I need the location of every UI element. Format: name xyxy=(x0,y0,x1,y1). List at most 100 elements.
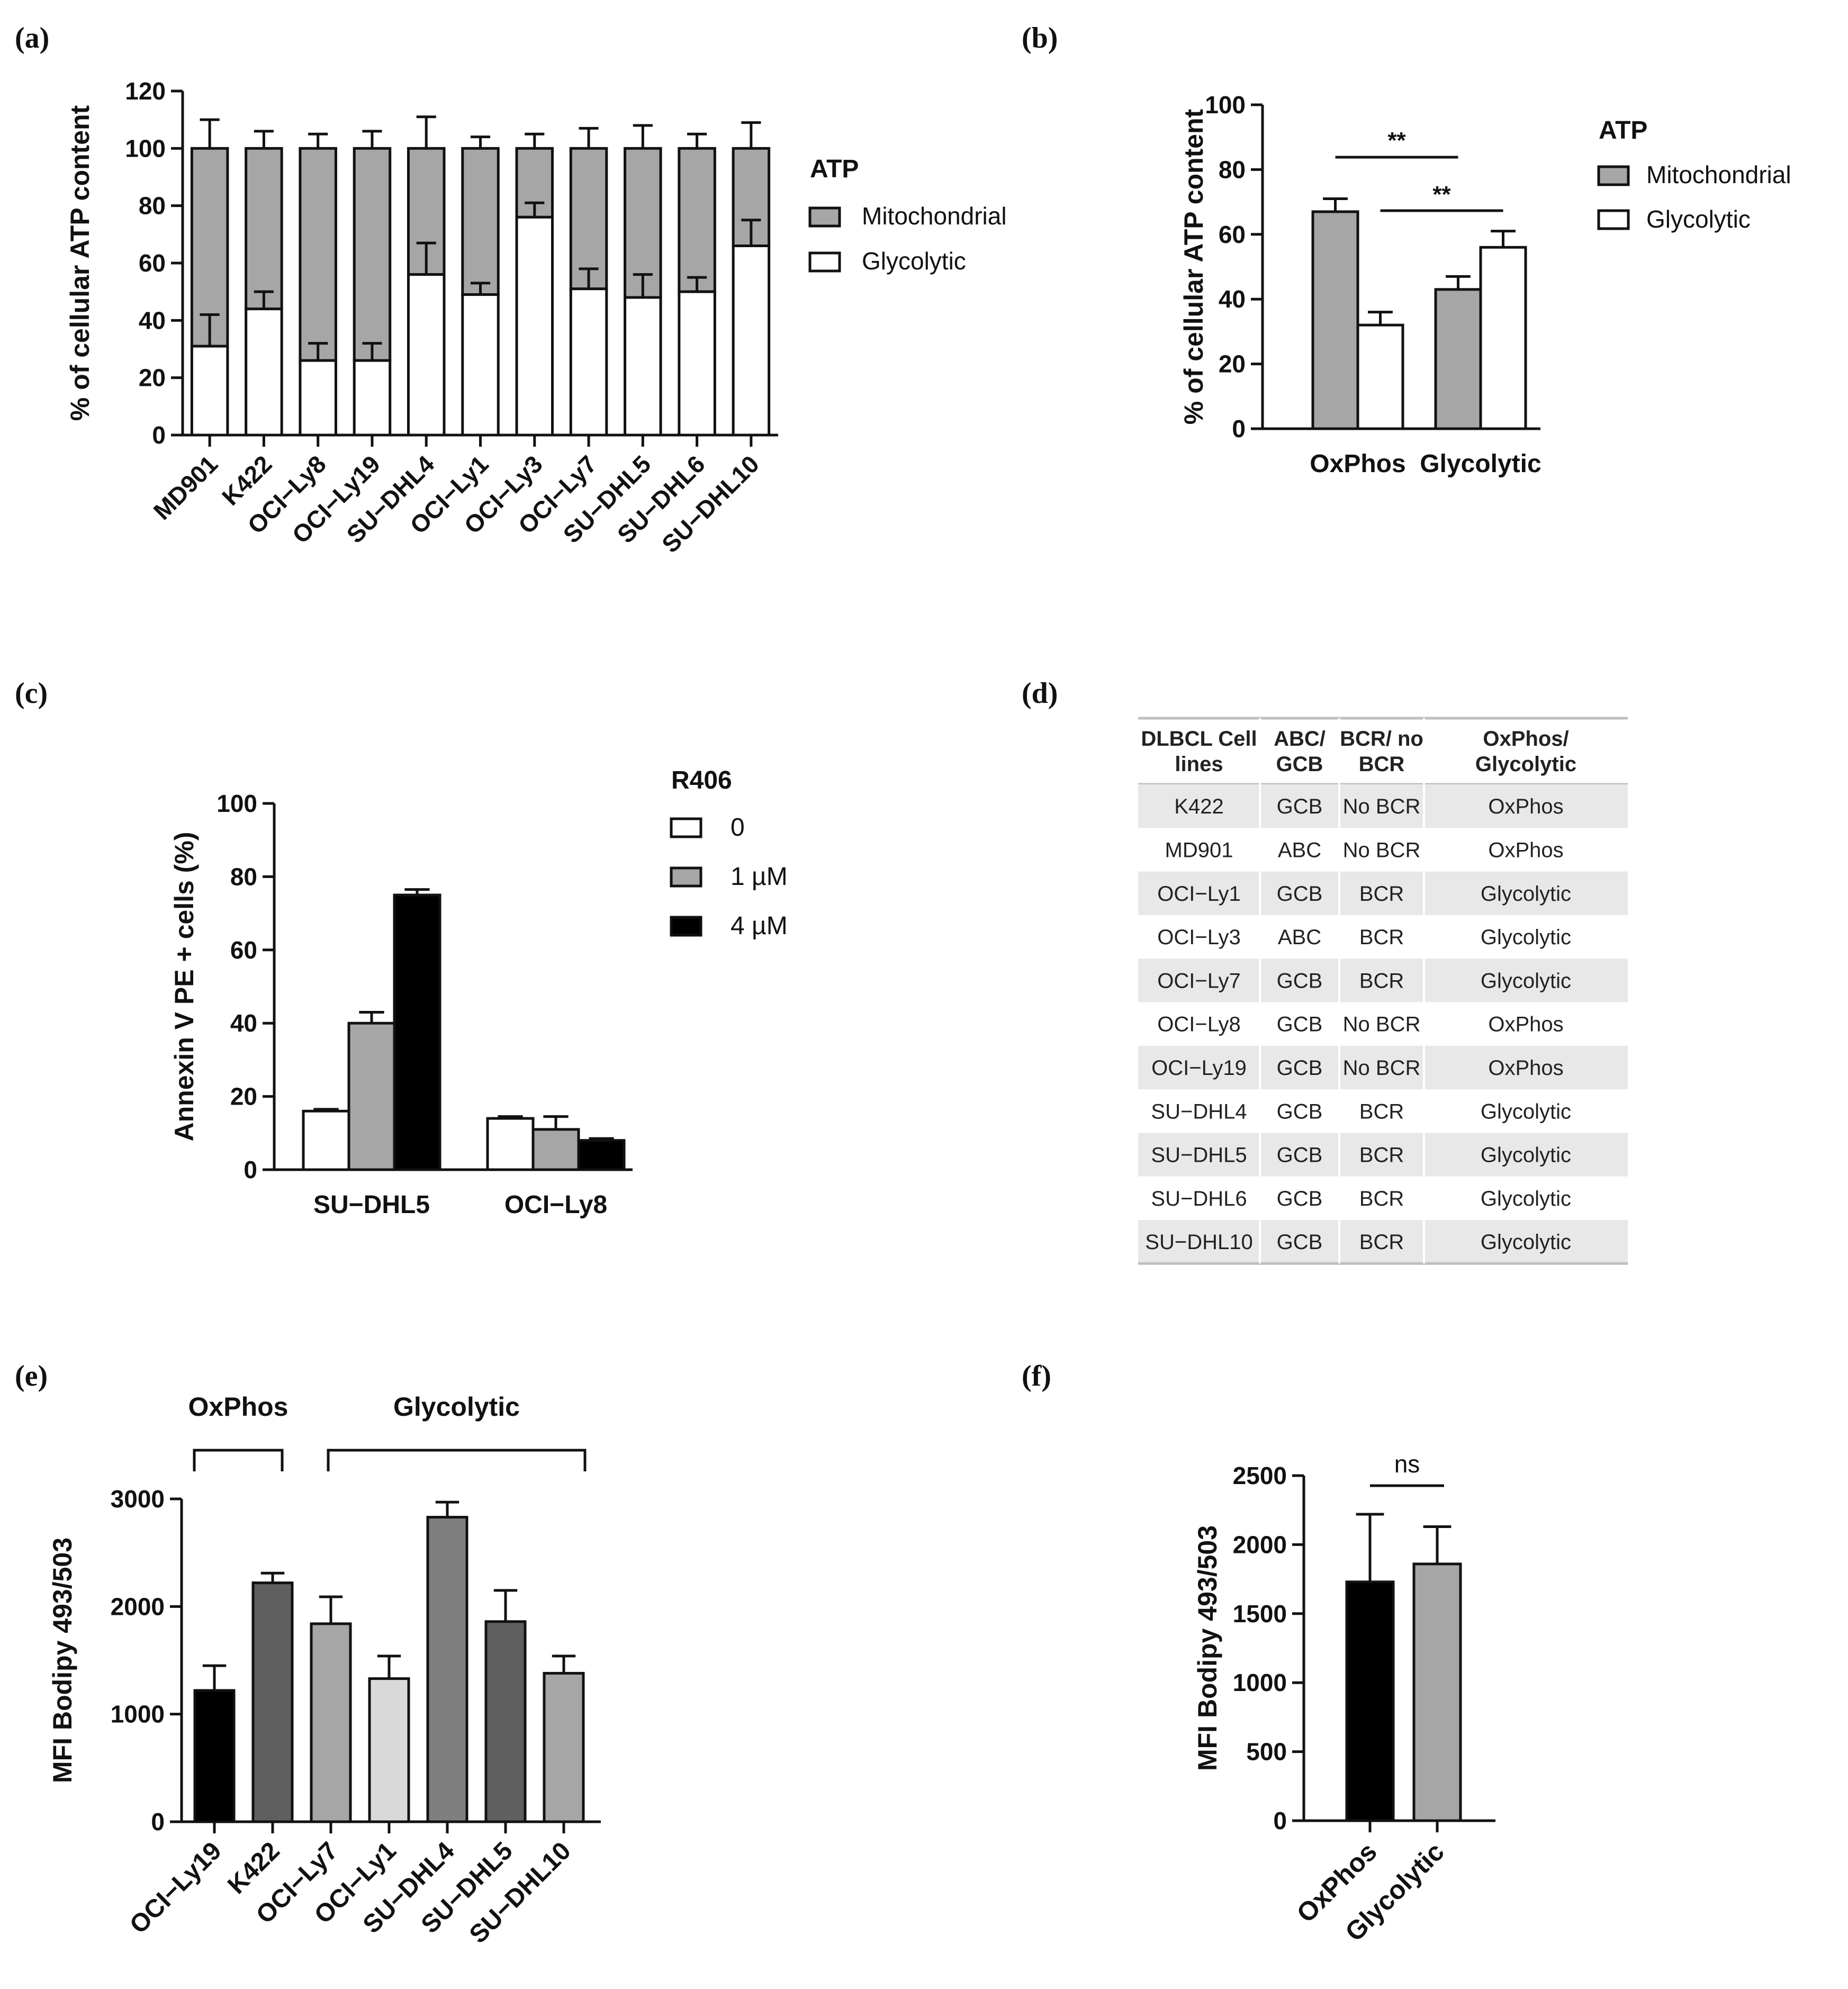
bar-mitochondrial xyxy=(1311,210,1359,430)
bar xyxy=(426,1516,468,1823)
legend-label: Glycolytic xyxy=(1646,205,1751,233)
y-tick-label: 0 xyxy=(1232,415,1246,442)
y-tick-label: 60 xyxy=(1219,221,1246,248)
y-tick-label: 80 xyxy=(230,863,257,890)
table-cell: Glycolytic xyxy=(1481,1187,1571,1210)
y-tick-label: 2000 xyxy=(1233,1531,1287,1558)
panel-label-f: (f) xyxy=(1022,1360,1051,1393)
y-tick-label: 120 xyxy=(125,77,166,105)
bar xyxy=(310,1622,352,1823)
bar xyxy=(193,1689,236,1823)
legend-swatch-mitochondrial xyxy=(808,206,841,228)
table-cell: GCB xyxy=(1277,795,1323,818)
legend-label: Mitochondrial xyxy=(1646,161,1791,188)
panel-label-e: (e) xyxy=(15,1360,48,1393)
bar xyxy=(1345,1580,1395,1822)
table-cell: GCB xyxy=(1277,1187,1323,1210)
y-tick-label: 0 xyxy=(244,1156,257,1183)
panel-label-c: (c) xyxy=(15,677,48,710)
panel-label-d: (d) xyxy=(1022,677,1058,710)
table-header: DLBCL Cell lines xyxy=(1141,727,1257,776)
table-cell: No BCR xyxy=(1343,1013,1421,1036)
bar-glycolytic xyxy=(569,287,608,437)
bar xyxy=(1412,1562,1462,1822)
y-tick-label: 2000 xyxy=(111,1593,165,1620)
legend-swatch-r406-0 xyxy=(670,817,702,838)
table-cell: ABC xyxy=(1278,838,1321,862)
y-tick-label: 20 xyxy=(139,364,166,392)
bar-glycolytic xyxy=(245,308,283,437)
table-row-stripe xyxy=(1138,871,1628,915)
table-cell: GCB xyxy=(1277,1100,1323,1123)
table-cell: ABC xyxy=(1278,926,1321,949)
bar xyxy=(368,1677,410,1823)
table-cell: GCB xyxy=(1277,1144,1323,1167)
table-cell: SU−DHL10 xyxy=(1145,1231,1252,1254)
bar-r406-1 xyxy=(347,1021,396,1171)
y-tick-label: 1000 xyxy=(1233,1669,1287,1696)
table-cell: OxPhos xyxy=(1488,1056,1563,1080)
legend-label: Mitochondrial xyxy=(862,202,1007,230)
table-cell: Glycolytic xyxy=(1481,926,1571,949)
x-tick-label: Glycolytic xyxy=(1420,450,1541,478)
legend-title: R406 xyxy=(671,766,732,794)
table-cell: BCR xyxy=(1359,882,1404,906)
y-tick-label: 1500 xyxy=(1233,1600,1287,1628)
x-tick-label: OCI−Ly19 xyxy=(124,1837,227,1939)
y-tick-label: 500 xyxy=(1246,1738,1287,1766)
chart-atp-by-metabolic-group: 0 20 40 60 80 100% of cellular ATP content OxP… xyxy=(1179,91,1791,478)
table-header: ABC/GCB xyxy=(1274,727,1326,776)
y-tick-label: 1000 xyxy=(111,1701,165,1728)
table-cell: OxPhos xyxy=(1488,838,1563,862)
table-cell: Glycolytic xyxy=(1481,1100,1571,1123)
table-cell: GCB xyxy=(1277,1013,1323,1036)
table-cell: OCI−Ly19 xyxy=(1151,1056,1247,1080)
y-tick-label: 100 xyxy=(1205,91,1246,119)
table-cell: Glycolytic xyxy=(1481,882,1571,906)
table-cell: OxPhos xyxy=(1488,1013,1563,1036)
bar-glycolytic xyxy=(353,359,392,437)
y-tick-label: 3000 xyxy=(111,1485,165,1513)
y-tick-label: 40 xyxy=(230,1009,257,1037)
x-tick-label: OCI−Ly8 xyxy=(504,1191,607,1219)
table-cell: No BCR xyxy=(1343,838,1421,862)
table-row-stripe xyxy=(1138,1133,1628,1177)
table-row-stripe xyxy=(1138,959,1628,1002)
legend-title: ATP xyxy=(810,155,859,183)
table-cell: GCB xyxy=(1277,1231,1323,1254)
group-label: OxPhos xyxy=(188,1392,289,1422)
y-tick-label: 60 xyxy=(230,936,257,964)
table-cell: BCR xyxy=(1359,926,1404,949)
y-tick-label: 100 xyxy=(217,790,257,817)
y-tick-label: 0 xyxy=(151,1808,165,1836)
bar-mitochondrial xyxy=(353,147,392,362)
legend-swatch-glycolytic xyxy=(808,251,841,273)
bar-mitochondrial xyxy=(245,147,283,311)
bar-glycolytic xyxy=(1356,323,1404,430)
y-tick-label: 60 xyxy=(139,249,166,277)
chart-atp-by-cell-line: 0 20 40 60 80 100 120 % of cellular ATP content… xyxy=(65,77,1007,558)
panel-label-a: (a) xyxy=(15,22,49,55)
y-tick-label: 0 xyxy=(1273,1807,1287,1834)
table-cell: SU−DHL4 xyxy=(1151,1100,1247,1123)
table-cell: OCI−Ly8 xyxy=(1157,1013,1240,1036)
table-row-stripe xyxy=(1138,1045,1628,1090)
table-cell: OxPhos xyxy=(1488,795,1563,818)
table-cell: BCR xyxy=(1359,1144,1404,1167)
significance-label: ns xyxy=(1394,1450,1420,1478)
legend-title: ATP xyxy=(1599,116,1647,144)
table-cell: GCB xyxy=(1277,969,1323,992)
group-bracket xyxy=(193,1449,284,1471)
table-cell: Glycolytic xyxy=(1481,969,1571,992)
x-tick-label: OxPhos xyxy=(1310,450,1405,478)
table-cell: No BCR xyxy=(1343,795,1421,818)
bar-r406-0 xyxy=(302,1109,350,1171)
table-header: OxPhos/Glycolytic xyxy=(1475,727,1576,776)
y-axis-label: MFI Bodipy 493/503 xyxy=(48,1538,77,1783)
bar-glycolytic xyxy=(299,359,337,437)
table-cell: OCI−Ly1 xyxy=(1157,882,1240,906)
bar-r406-2 xyxy=(393,893,441,1171)
legend-label: 0 xyxy=(731,813,745,842)
